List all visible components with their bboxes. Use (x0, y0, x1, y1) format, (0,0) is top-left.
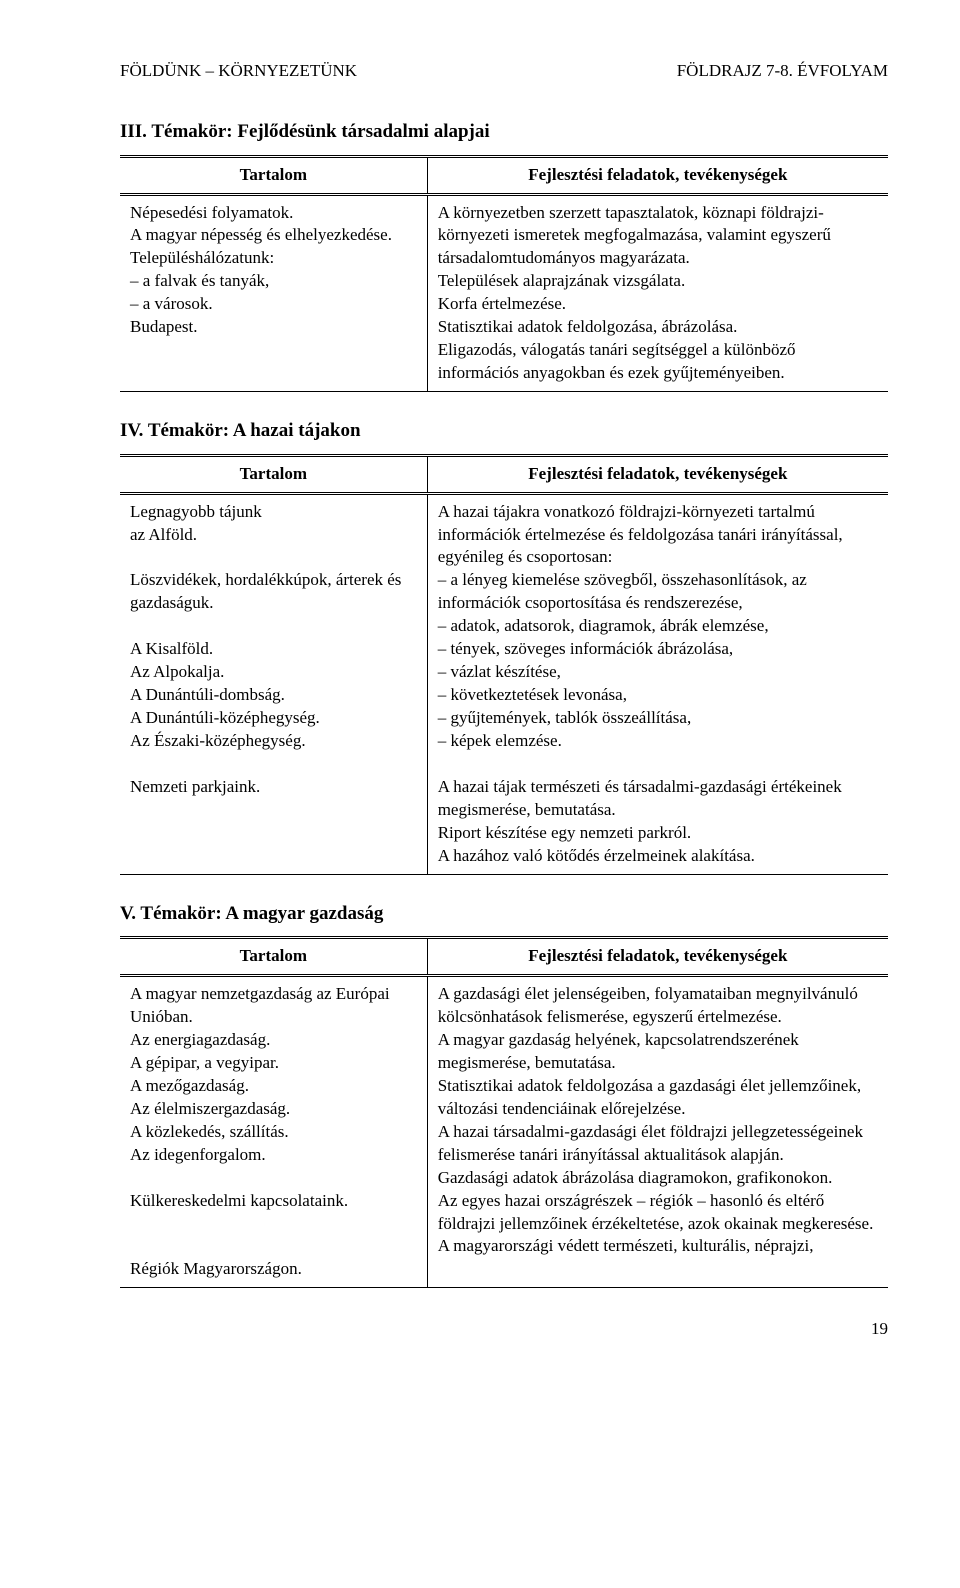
section5-col1-header: Tartalom (120, 938, 427, 976)
section5-left-cell: A magyar nemzetgazdaság az Európai Uniób… (120, 976, 427, 1288)
section4-col1-header: Tartalom (120, 455, 427, 493)
header-left: FÖLDÜNK – KÖRNYEZETÜNK (120, 60, 357, 83)
section4-title: IV. Témakör: A hazai tájakon (120, 418, 888, 444)
page-number: 19 (120, 1318, 888, 1341)
section4-right-cell: A hazai tájakra vonatkozó földrajzi-körn… (427, 493, 888, 874)
section4-left-cell: Legnagyobb tájunk az Alföld. Löszvidékek… (120, 493, 427, 874)
section3-col2-header: Fejlesztési feladatok, tevékenységek (427, 156, 888, 194)
section5-col2-header: Fejlesztési feladatok, tevékenységek (427, 938, 888, 976)
section3-right-cell: A környezetben szerzett tapasztalatok, k… (427, 194, 888, 392)
section5-table: Tartalom Fejlesztési feladatok, tevékeny… (120, 936, 888, 1288)
section3-table: Tartalom Fejlesztési feladatok, tevékeny… (120, 155, 888, 392)
section3-title: III. Témakör: Fejlődésünk társadalmi ala… (120, 119, 888, 145)
section4-table: Tartalom Fejlesztési feladatok, tevékeny… (120, 454, 888, 875)
header-right: FÖLDRAJZ 7-8. ÉVFOLYAM (677, 60, 888, 83)
section4-col2-header: Fejlesztési feladatok, tevékenységek (427, 455, 888, 493)
section3-col1-header: Tartalom (120, 156, 427, 194)
section5-right-cell: A gazdasági élet jelenségeiben, folyamat… (427, 976, 888, 1288)
section3-left-cell: Népesedési folyamatok. A magyar népesség… (120, 194, 427, 392)
page-header: FÖLDÜNK – KÖRNYEZETÜNK FÖLDRAJZ 7-8. ÉVF… (120, 60, 888, 83)
section5-title: V. Témakör: A magyar gazdaság (120, 901, 888, 927)
